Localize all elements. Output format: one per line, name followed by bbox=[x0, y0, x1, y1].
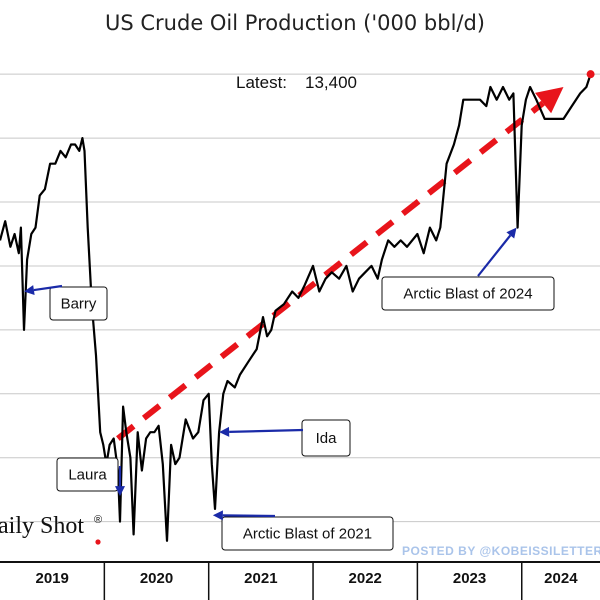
latest-value: 13,400 bbox=[305, 73, 357, 92]
latest-label: Latest: bbox=[236, 73, 287, 92]
x-tick-label: 2023 bbox=[453, 570, 486, 587]
annotation-box bbox=[221, 516, 394, 551]
watermark: POSTED BY @KOBEISSILETTER bbox=[402, 544, 600, 558]
x-tick-label: 2019 bbox=[35, 570, 68, 587]
chart-title: US Crude Oil Production ('000 bbl/d) bbox=[105, 11, 485, 35]
annotation-box bbox=[301, 419, 351, 457]
x-tick-label: 2021 bbox=[244, 570, 277, 587]
annotation-label: Arctic Blast of 2021 bbox=[243, 526, 372, 543]
annotation-arrow bbox=[33, 284, 63, 292]
annotation-arrow-head bbox=[115, 486, 125, 497]
x-tick-label: 2022 bbox=[349, 570, 382, 587]
logo-registered-mark: ® bbox=[94, 514, 102, 526]
trend-arrow-head bbox=[535, 86, 564, 114]
trend-arrow-line bbox=[116, 100, 545, 441]
annotation-box bbox=[49, 286, 108, 321]
series-line bbox=[0, 73, 592, 542]
annotation-label: Laura bbox=[68, 467, 107, 484]
annotation-arrow bbox=[229, 428, 304, 433]
x-tick-label: 2020 bbox=[140, 570, 173, 587]
daily-shot-logo: aily Shot ® bbox=[0, 513, 102, 545]
annotation: Barry bbox=[24, 284, 108, 321]
annotations: Barry Laura Arctic Blast of 2021 Ida Arctic … bbox=[24, 227, 555, 551]
logo-dot bbox=[95, 539, 101, 545]
latest-point-marker bbox=[586, 70, 595, 79]
annotation-arrow bbox=[477, 234, 512, 277]
annotation-box bbox=[381, 276, 555, 311]
annotation-arrow-head bbox=[212, 510, 223, 521]
annotation: Arctic Blast of 2024 bbox=[381, 227, 555, 311]
x-axis-band bbox=[0, 562, 600, 600]
annotation-label: Arctic Blast of 2024 bbox=[403, 286, 532, 303]
annotation: Laura bbox=[56, 457, 125, 497]
annotation-arrow bbox=[222, 514, 276, 518]
x-axis: 2019 2020 2021 2022 2023 2024 bbox=[0, 561, 600, 600]
x-tick-label: 2024 bbox=[544, 570, 578, 587]
annotation-label: Ida bbox=[316, 430, 338, 447]
logo-text: aily Shot bbox=[0, 513, 84, 539]
annotation: Ida bbox=[219, 419, 351, 457]
annotation-arrow-head bbox=[24, 285, 35, 296]
annotation-label: Barry bbox=[61, 296, 97, 313]
annotation-arrow-head bbox=[219, 426, 230, 437]
annotation-arrow-head bbox=[506, 227, 517, 239]
annotation-box bbox=[56, 457, 119, 492]
annotation: Arctic Blast of 2021 bbox=[212, 510, 394, 551]
